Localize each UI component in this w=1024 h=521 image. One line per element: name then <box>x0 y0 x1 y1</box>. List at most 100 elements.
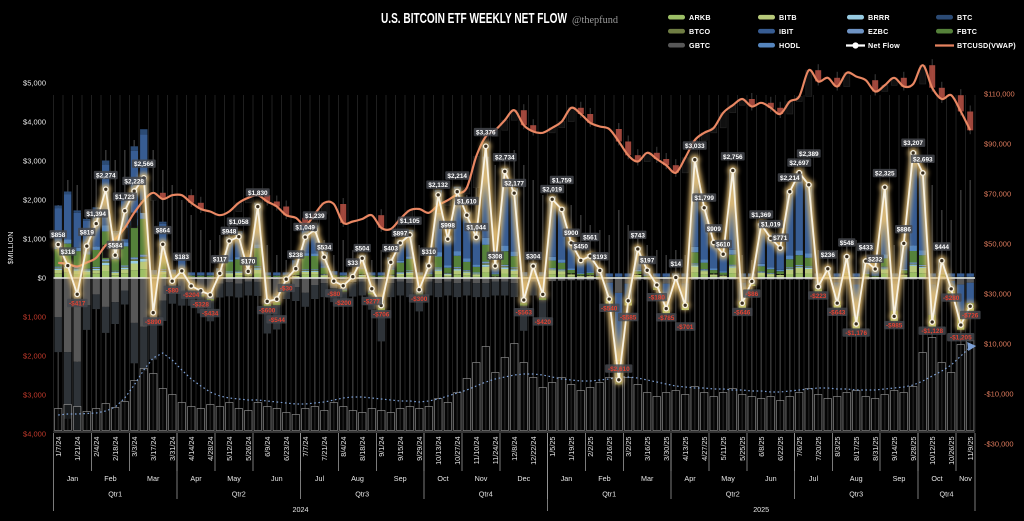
svg-text:$743: $743 <box>631 232 646 239</box>
svg-text:$1,239: $1,239 <box>305 213 325 220</box>
svg-text:$2,756: $2,756 <box>723 154 743 161</box>
svg-text:$117: $117 <box>213 257 227 264</box>
svg-text:$2,000: $2,000 <box>23 352 46 361</box>
svg-text:Feb: Feb <box>104 474 116 483</box>
svg-text:10/13/24: 10/13/24 <box>434 437 443 465</box>
svg-text:Oct: Oct <box>931 474 942 483</box>
svg-text:3/16/25: 3/16/25 <box>643 437 652 461</box>
svg-text:-$300: -$300 <box>411 296 428 303</box>
svg-text:$1,369: $1,369 <box>751 212 771 219</box>
svg-text:2/4/24: 2/4/24 <box>92 437 101 457</box>
svg-text:8/31/25: 8/31/25 <box>871 437 880 461</box>
svg-text:May: May <box>227 474 241 483</box>
svg-text:$584: $584 <box>108 243 123 250</box>
svg-text:$897: $897 <box>393 230 408 237</box>
svg-text:$2,325: $2,325 <box>875 171 895 178</box>
svg-text:-$80: -$80 <box>166 287 179 294</box>
svg-text:-$1,128: -$1,128 <box>921 328 943 335</box>
svg-text:$1,044: $1,044 <box>466 225 486 232</box>
svg-text:BRRR: BRRR <box>868 13 890 22</box>
svg-text:8/18/24: 8/18/24 <box>358 437 367 461</box>
svg-text:$193: $193 <box>593 254 608 261</box>
svg-text:Qtr3: Qtr3 <box>355 490 369 499</box>
svg-text:$858: $858 <box>51 232 66 239</box>
svg-text:$3,376: $3,376 <box>476 130 496 137</box>
svg-text:$2,693: $2,693 <box>913 156 933 163</box>
svg-text:$1,610: $1,610 <box>457 199 477 206</box>
svg-text:$900: $900 <box>564 230 579 237</box>
svg-text:11/24/24: 11/24/24 <box>491 437 500 465</box>
svg-text:2024: 2024 <box>293 505 309 514</box>
svg-text:-$563: -$563 <box>516 310 533 317</box>
svg-text:11/9/25: 11/9/25 <box>966 437 975 461</box>
svg-text:$236: $236 <box>821 252 836 259</box>
svg-text:-$30: -$30 <box>280 285 293 292</box>
svg-text:-$701: -$701 <box>677 324 694 331</box>
svg-text:12/22/24: 12/22/24 <box>529 437 538 465</box>
svg-text:Qtr4: Qtr4 <box>940 490 954 499</box>
svg-text:BITB: BITB <box>779 13 797 22</box>
svg-text:$886: $886 <box>897 227 912 234</box>
svg-text:-$1,205: -$1,205 <box>950 335 972 342</box>
svg-text:11/10/24: 11/10/24 <box>472 437 481 465</box>
svg-text:7/20/25: 7/20/25 <box>814 437 823 461</box>
svg-text:$1,830: $1,830 <box>248 190 268 197</box>
svg-text:1/19/25: 1/19/25 <box>567 437 576 461</box>
svg-text:$998: $998 <box>441 222 456 229</box>
svg-text:Qtr2: Qtr2 <box>232 490 246 499</box>
svg-text:$1,723: $1,723 <box>115 194 135 201</box>
svg-text:-$30,000: -$30,000 <box>984 440 1014 449</box>
svg-text:$1,019: $1,019 <box>761 222 781 229</box>
svg-text:7/7/24: 7/7/24 <box>301 437 310 457</box>
svg-text:2/2/25: 2/2/25 <box>586 437 595 457</box>
svg-text:8/4/24: 8/4/24 <box>339 437 348 457</box>
svg-text:Feb: Feb <box>598 474 610 483</box>
svg-text:$948: $948 <box>222 228 237 235</box>
svg-text:-$200: -$200 <box>335 300 352 307</box>
svg-text:10/12/25: 10/12/25 <box>928 437 937 465</box>
svg-text:Apr: Apr <box>684 474 696 483</box>
svg-text:6/23/24: 6/23/24 <box>282 437 291 461</box>
svg-text:$170: $170 <box>241 259 256 266</box>
svg-text:$310: $310 <box>422 249 437 256</box>
svg-text:$403: $403 <box>384 246 399 253</box>
svg-text:$819: $819 <box>80 229 95 236</box>
svg-text:Qtr3: Qtr3 <box>849 490 863 499</box>
svg-text:Qtr1: Qtr1 <box>602 490 616 499</box>
svg-text:-$434: -$434 <box>202 311 219 318</box>
svg-text:$110,000: $110,000 <box>984 90 1015 99</box>
svg-text:2/16/25: 2/16/25 <box>605 437 614 461</box>
svg-text:5/26/24: 5/26/24 <box>244 437 253 461</box>
svg-text:7/6/25: 7/6/25 <box>795 437 804 457</box>
svg-text:$548: $548 <box>840 240 855 247</box>
svg-text:$30,000: $30,000 <box>984 290 1011 299</box>
svg-text:-$585: -$585 <box>620 315 637 322</box>
svg-text:-$600: -$600 <box>259 308 276 315</box>
svg-text:$5,000: $5,000 <box>23 79 46 88</box>
svg-text:HODL: HODL <box>779 41 801 50</box>
svg-text:$1,000: $1,000 <box>23 313 46 322</box>
svg-text:-$86: -$86 <box>745 291 758 298</box>
svg-text:-$2,610: -$2,610 <box>608 366 630 373</box>
svg-text:9/29/24: 9/29/24 <box>415 437 424 461</box>
svg-text:-$328: -$328 <box>193 301 210 308</box>
svg-text:$4,000: $4,000 <box>23 118 46 127</box>
svg-text:3/31/24: 3/31/24 <box>168 437 177 461</box>
svg-text:$864: $864 <box>156 228 171 235</box>
svg-text:$2,214: $2,214 <box>780 175 800 182</box>
svg-text:-$204: -$204 <box>183 292 200 299</box>
svg-text:FBTC: FBTC <box>957 27 977 36</box>
svg-text:4/27/25: 4/27/25 <box>700 437 709 461</box>
svg-text:-$277: -$277 <box>364 299 381 306</box>
svg-text:GBTC: GBTC <box>689 41 710 50</box>
svg-text:$10,000: $10,000 <box>984 340 1011 349</box>
svg-text:Jul: Jul <box>809 474 819 483</box>
svg-text:$2,000: $2,000 <box>23 196 46 205</box>
svg-text:-$10,000: -$10,000 <box>984 390 1014 399</box>
svg-text:Sep: Sep <box>394 474 407 483</box>
svg-text:EZBC: EZBC <box>868 27 889 36</box>
svg-text:$1,759: $1,759 <box>552 177 572 184</box>
svg-text:3/30/25: 3/30/25 <box>662 437 671 461</box>
svg-text:9/28/25: 9/28/25 <box>909 437 918 461</box>
svg-text:$2,177: $2,177 <box>504 180 524 187</box>
